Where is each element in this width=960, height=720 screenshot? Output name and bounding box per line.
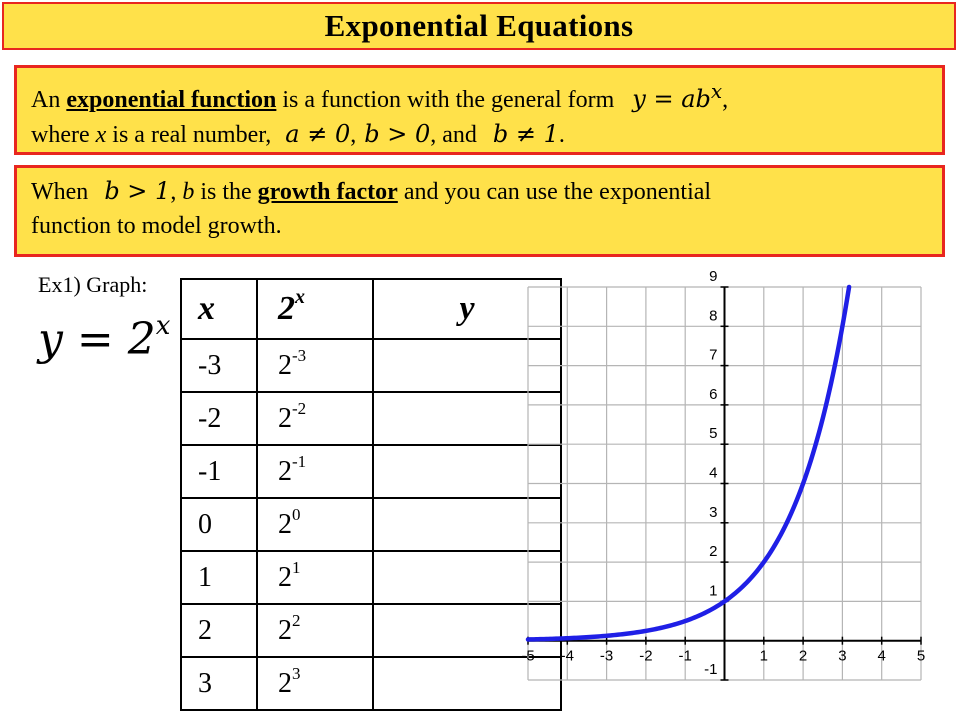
general-form-formula: y = abx bbox=[632, 79, 723, 113]
header-power: 2x bbox=[256, 278, 374, 340]
growth-text: , bbox=[170, 179, 183, 205]
y-tick-label: 4 bbox=[709, 465, 717, 482]
header-y: y bbox=[372, 278, 562, 340]
growth-text: is the bbox=[194, 179, 258, 205]
growth-text: When bbox=[31, 179, 95, 205]
x-tick-label: -5 bbox=[521, 648, 534, 665]
grid bbox=[527, 286, 922, 681]
curve-line bbox=[525, 284, 852, 642]
table-row: 1 21 bbox=[180, 550, 562, 605]
cell-x: 0 bbox=[180, 497, 258, 552]
y-tick-label: 7 bbox=[709, 347, 717, 364]
term-growth-factor: growth factor bbox=[257, 179, 398, 205]
definition-text: , bbox=[722, 87, 729, 113]
table-row: -1 2-1 bbox=[180, 444, 562, 499]
table-header-row: x 2x y bbox=[180, 278, 562, 340]
definition-box: An exponential function is a function wi… bbox=[14, 65, 945, 155]
header-x: x bbox=[180, 278, 258, 340]
cell-power: 20 bbox=[256, 497, 374, 552]
definition-line-2: where x is a real number, a ≠ 0, b > 0, a… bbox=[31, 117, 928, 152]
cell-power: 2-1 bbox=[256, 444, 374, 499]
definition-text: . bbox=[558, 122, 565, 148]
table-row: 0 20 bbox=[180, 497, 562, 552]
definition-text: is a real number, bbox=[106, 122, 278, 148]
x-tick-label: -3 bbox=[600, 648, 613, 665]
growth-line-2: function to model growth. bbox=[31, 213, 282, 239]
condition-b-positive: b > 0 bbox=[364, 120, 431, 148]
y-tick-label: 9 bbox=[709, 270, 717, 285]
table-row: -2 2-2 bbox=[180, 391, 562, 446]
cell-power: 23 bbox=[256, 656, 374, 711]
cell-power: 22 bbox=[256, 603, 374, 658]
condition-b-not-one: b ≠ 1 bbox=[492, 120, 559, 148]
y-tick-label: -1 bbox=[704, 661, 717, 678]
table-row: -3 2-3 bbox=[180, 338, 562, 393]
tick-labels: -5 -4 -3 -2 -1 1 2 3 4 5 1 2 3 4 5 6 7 8 9 -1 bbox=[521, 270, 925, 678]
cell-y[interactable] bbox=[372, 391, 562, 446]
x-tick-label: 5 bbox=[917, 648, 925, 665]
x-tick-label: -2 bbox=[639, 648, 652, 665]
table-row: 3 23 bbox=[180, 656, 562, 711]
cell-power: 2-2 bbox=[256, 391, 374, 446]
x-tick-label: -1 bbox=[679, 648, 692, 665]
cell-power: 21 bbox=[256, 550, 374, 605]
growth-box: When b > 1, b is the growth factor and y… bbox=[14, 165, 945, 257]
x-tick-label: 1 bbox=[760, 648, 768, 665]
cell-y[interactable] bbox=[372, 656, 562, 711]
y-tick-label: 2 bbox=[709, 543, 717, 560]
cell-y[interactable] bbox=[372, 603, 562, 658]
value-table: x 2x y -3 2-3 -2 2-2 -1 2-1 0 20 1 21 2 … bbox=[180, 278, 562, 711]
example-equation: y = 2x bbox=[38, 311, 171, 365]
exponential-graph: -5 -4 -3 -2 -1 1 2 3 4 5 1 2 3 4 5 6 7 8 9 -1 bbox=[521, 270, 925, 681]
definition-line-1: An exponential function is a function wi… bbox=[31, 74, 928, 117]
var-x: x bbox=[95, 122, 107, 148]
term-exponential-function: exponential function bbox=[66, 87, 277, 113]
definition-text: where bbox=[31, 122, 96, 148]
page-title: Exponential Equations bbox=[2, 2, 956, 50]
definition-text: , and bbox=[430, 122, 483, 148]
curve bbox=[525, 284, 852, 642]
growth-text: and you can use the exponential bbox=[397, 179, 712, 205]
y-tick-label: 3 bbox=[709, 504, 717, 521]
cell-y[interactable] bbox=[372, 444, 562, 499]
y-tick-label: 8 bbox=[709, 307, 717, 324]
x-tick-label: 2 bbox=[799, 648, 807, 665]
y-tick-label: 6 bbox=[709, 386, 717, 403]
cell-x: -2 bbox=[180, 391, 258, 446]
growth-line-1: When b > 1, b is the growth factor and y… bbox=[31, 174, 928, 209]
x-tick-label: 4 bbox=[878, 648, 886, 665]
var-b: b bbox=[182, 179, 195, 205]
y-tick-label: 5 bbox=[709, 425, 717, 442]
axes bbox=[527, 286, 922, 681]
definition-text: is a function with the general form bbox=[276, 87, 621, 113]
cell-y[interactable] bbox=[372, 497, 562, 552]
cell-x: 3 bbox=[180, 656, 258, 711]
cell-x: -3 bbox=[180, 338, 258, 393]
condition-b-greater-one: b > 1 bbox=[104, 177, 171, 205]
x-tick-label: -4 bbox=[561, 648, 574, 665]
cell-power: 2-3 bbox=[256, 338, 374, 393]
cell-x: -1 bbox=[180, 444, 258, 499]
example-label: Ex1) Graph: bbox=[38, 272, 148, 297]
table-row: 2 22 bbox=[180, 603, 562, 658]
condition-a: a ≠ 0 bbox=[285, 120, 351, 148]
y-tick-label: 1 bbox=[709, 582, 717, 599]
cell-y[interactable] bbox=[372, 550, 562, 605]
cell-x: 2 bbox=[180, 603, 258, 658]
definition-text: , bbox=[350, 122, 357, 148]
definition-text: An bbox=[31, 87, 67, 113]
cell-x: 1 bbox=[180, 550, 258, 605]
x-tick-label: 3 bbox=[838, 648, 846, 665]
